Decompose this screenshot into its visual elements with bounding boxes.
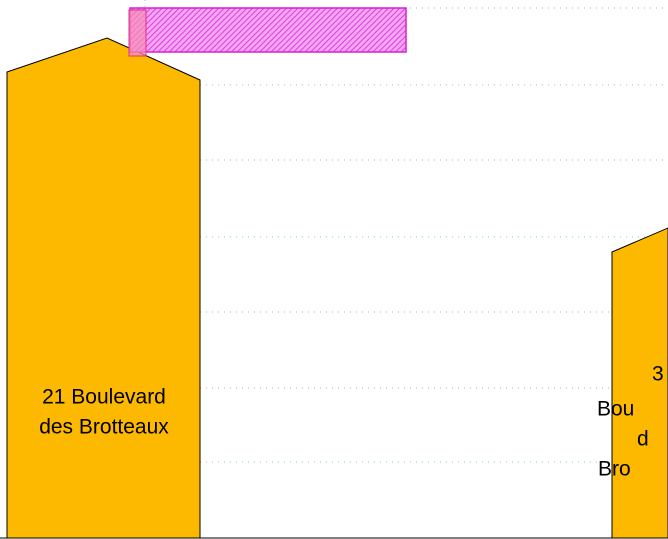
node-label: d (637, 428, 649, 451)
node-label: des Brotteaux (39, 416, 169, 439)
node-label: 3 (652, 363, 664, 386)
selection-handle[interactable] (128, 9, 147, 57)
node-label: 21 Boulevard (42, 386, 166, 409)
node-label: Bro (598, 458, 631, 481)
house-shape[interactable] (611, 227, 668, 539)
house-shape[interactable] (6, 37, 201, 539)
grid (144, 0, 668, 463)
node-label: Bou (597, 398, 634, 421)
selection-box[interactable] (129, 7, 407, 53)
